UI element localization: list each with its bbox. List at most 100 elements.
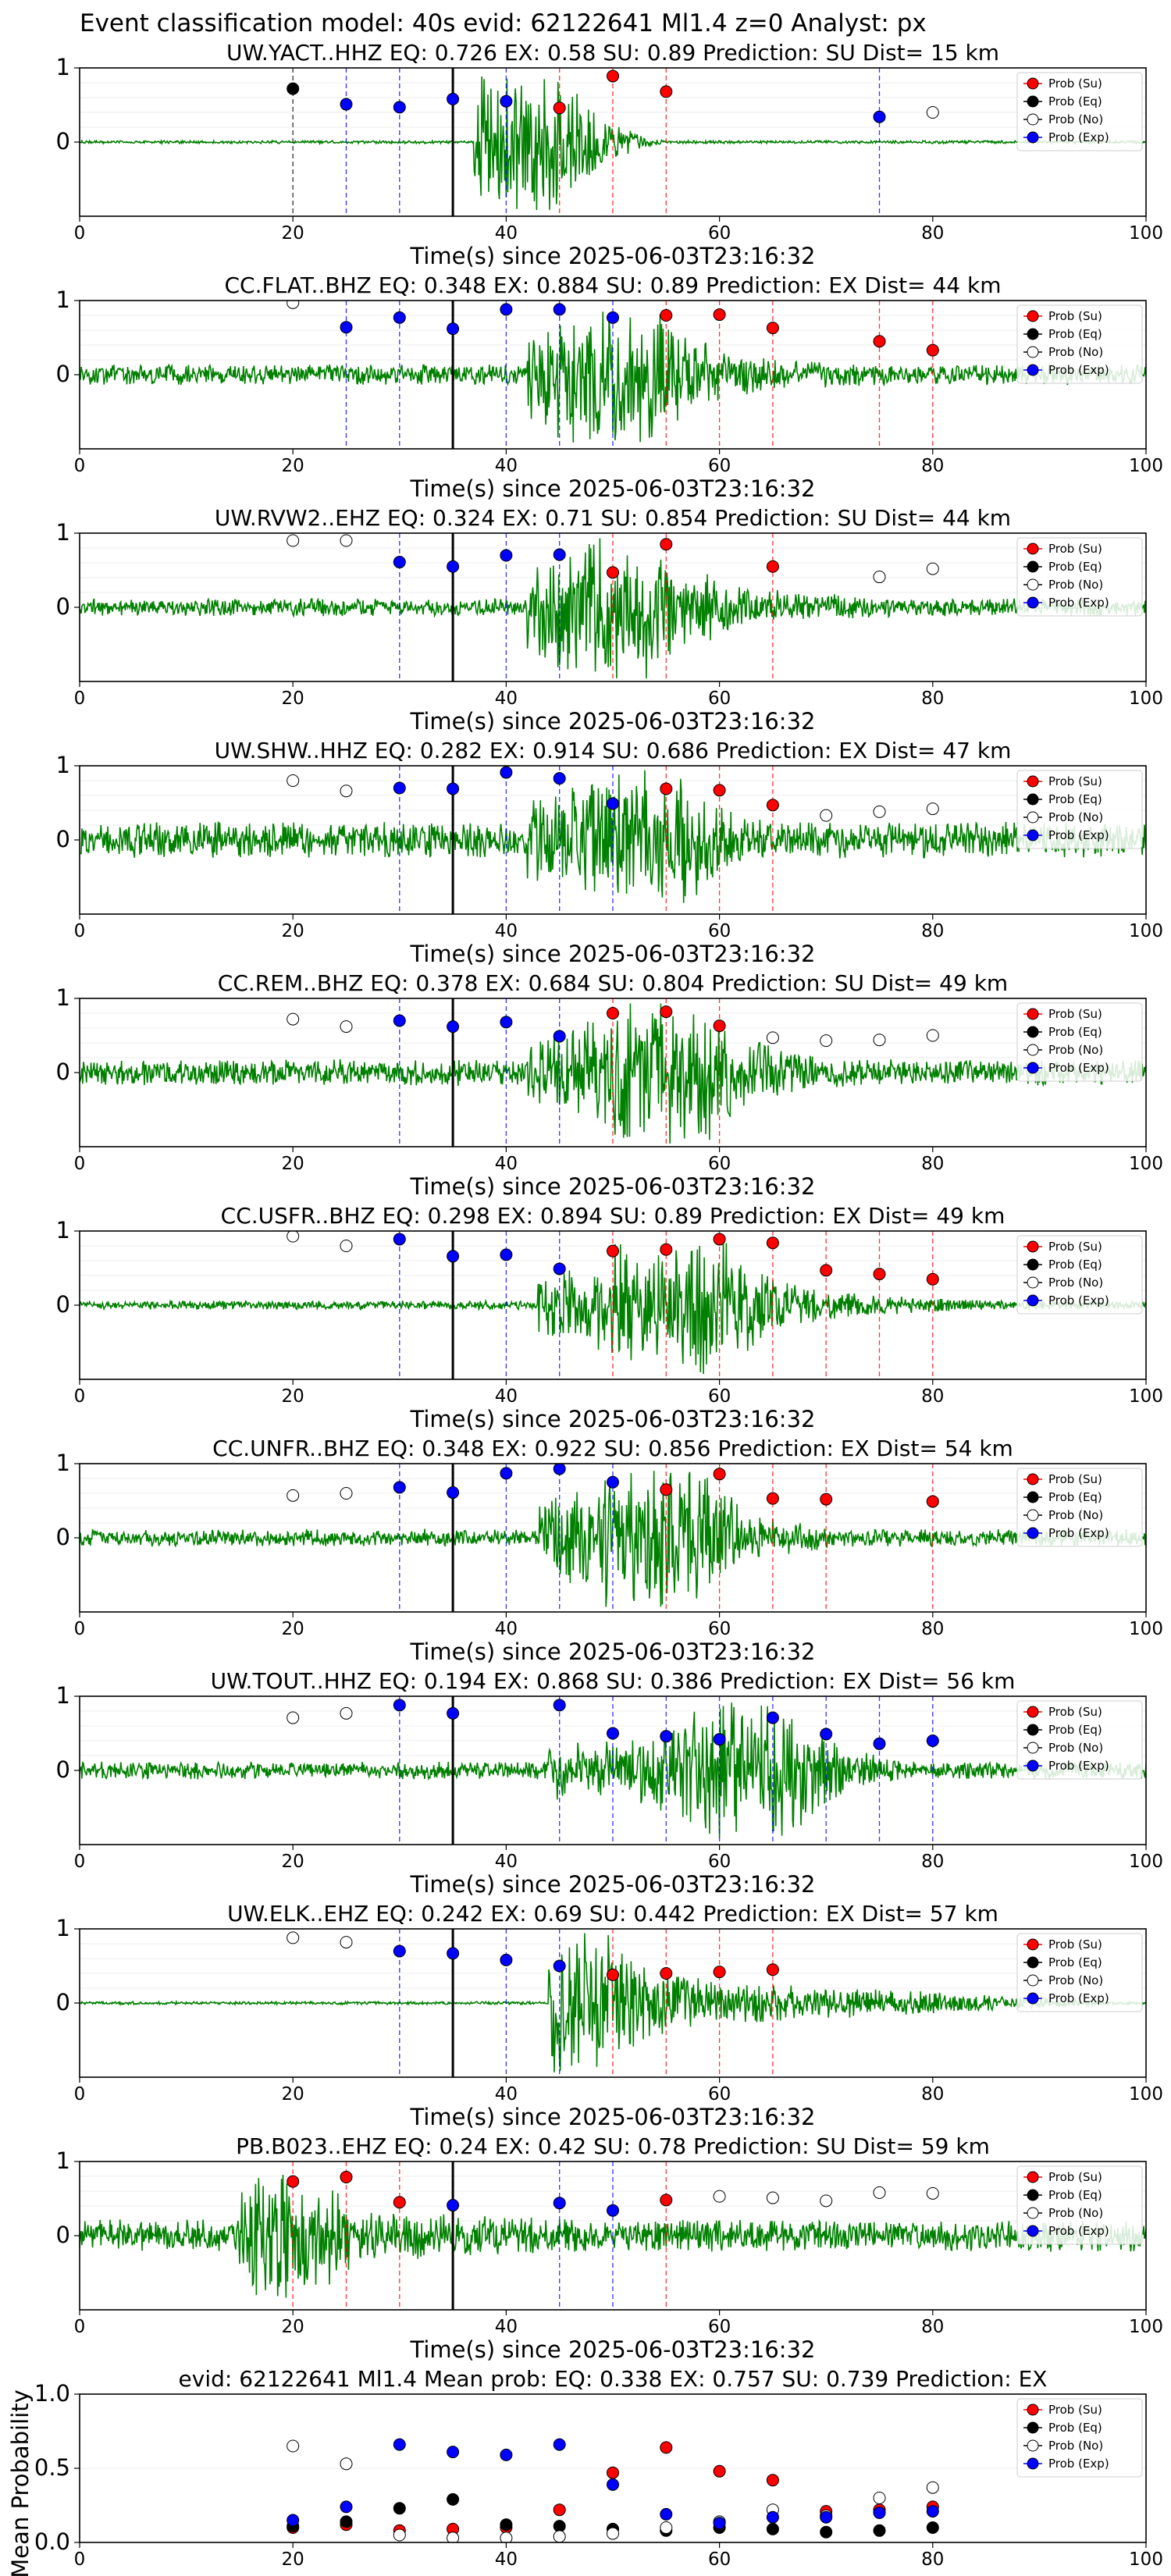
prob-point-su — [820, 1264, 833, 1277]
prob-point-exp — [500, 1016, 513, 1029]
legend-box — [1016, 1933, 1143, 2012]
prob-point-exp — [393, 311, 406, 324]
prob-point-exp — [500, 549, 513, 562]
legend-label-no: Prob (No) — [1048, 1973, 1103, 1987]
prob-point-exp — [447, 1706, 460, 1720]
y-tick-label: 1 — [56, 2147, 70, 2174]
subplot-title: CC.USFR..BHZ EQ: 0.298 EX: 0.894 SU: 0.8… — [221, 1203, 1005, 1229]
mean-point-su — [553, 2503, 566, 2517]
mean-point-no — [340, 2457, 353, 2471]
mean-point-eq — [766, 2522, 779, 2535]
y-axis-label: Mean Probability — [7, 2389, 34, 2576]
prob-point-su — [287, 2175, 300, 2188]
plot-area — [80, 1929, 1146, 2077]
x-tick-label: 60 — [708, 456, 731, 476]
prob-point-exp — [553, 1262, 566, 1276]
plot-area — [80, 2394, 1146, 2542]
legend-marker-exp — [1027, 364, 1039, 376]
prob-point-exp — [820, 1727, 833, 1741]
mean-point-eq — [340, 2515, 353, 2528]
x-tick-label: 80 — [921, 688, 944, 709]
subplot-uw-rvw2-ehz: UW.RVW2..EHZ EQ: 0.324 EX: 0.71 SU: 0.85… — [56, 505, 1163, 735]
y-tick-label: 1 — [56, 1682, 70, 1709]
prob-point-exp — [340, 321, 353, 334]
plot-area — [80, 533, 1146, 681]
legend-marker-no — [1027, 346, 1039, 358]
y-tick-label: 1 — [56, 984, 70, 1011]
legend-label-no: Prob (No) — [1048, 578, 1103, 592]
prob-point-su — [660, 1967, 673, 1980]
figure-title: Event classification model: 40s evid: 62… — [80, 9, 927, 37]
x-tick-label: 100 — [1129, 1619, 1163, 1639]
prob-point-no — [873, 571, 886, 584]
prob-point-exp — [500, 303, 513, 316]
x-tick-label: 0 — [74, 1852, 86, 1872]
prob-point-su — [766, 799, 779, 812]
legend-marker-exp — [1027, 131, 1039, 144]
x-tick-label: 20 — [282, 688, 304, 709]
prob-point-su — [660, 1243, 673, 1256]
legend-label-exp: Prob (Exp) — [1048, 2224, 1109, 2238]
plot-frame — [79, 300, 1147, 450]
x-tick-label: 0 — [74, 2549, 86, 2570]
mean-point-eq — [873, 2524, 886, 2537]
subplot-cc-usfr-bhz: CC.USFR..BHZ EQ: 0.298 EX: 0.894 SU: 0.8… — [56, 1203, 1163, 1432]
subplot-cc-rem-bhz: CC.REM..BHZ EQ: 0.378 EX: 0.684 SU: 0.80… — [56, 970, 1163, 1200]
prob-point-su — [926, 1495, 939, 1508]
prob-point-no — [926, 1029, 939, 1042]
legend-label-eq: Prob (Eq) — [1048, 1955, 1102, 1969]
waveform-trace — [80, 770, 1146, 903]
prob-point-su — [660, 85, 673, 98]
prob-point-no — [340, 1020, 353, 1034]
y-tick-label: 0 — [56, 128, 70, 155]
prob-point-su — [873, 1268, 886, 1281]
legend-label-no: Prob (No) — [1048, 1043, 1103, 1057]
legend-marker-eq — [1027, 328, 1039, 340]
x-tick-label: 40 — [495, 1154, 518, 1174]
plot-frame — [79, 765, 1147, 915]
x-tick-label: 80 — [921, 2549, 944, 2570]
x-tick-label: 40 — [495, 2317, 518, 2337]
legend-label-su: Prob (Su) — [1048, 76, 1102, 91]
legend-marker-no — [1027, 1974, 1039, 1987]
legend-marker-eq — [1027, 1491, 1039, 1503]
plot-frame — [79, 1695, 1147, 1845]
plot-area — [80, 998, 1146, 1147]
plot-frame — [79, 998, 1147, 1147]
x-tick-label: 100 — [1129, 688, 1163, 709]
legend-marker-eq — [1027, 1258, 1039, 1271]
legend-marker-eq — [1027, 2421, 1039, 2434]
prob-point-exp — [500, 766, 513, 779]
legend-label-eq: Prob (Eq) — [1048, 792, 1102, 806]
x-tick-label: 0 — [74, 688, 86, 709]
subplot-cc-unfr-bhz: CC.UNFR..BHZ EQ: 0.348 EX: 0.922 SU: 0.8… — [56, 1436, 1163, 1665]
mean-point-no — [553, 2530, 566, 2542]
mean-point-no — [926, 2481, 939, 2494]
x-tick-label: 80 — [921, 456, 944, 476]
prob-point-exp — [393, 1699, 406, 1712]
y-tick-label: 1.0 — [34, 2380, 70, 2407]
x-tick-label: 0 — [74, 1386, 86, 1407]
x-axis-label: Time(s) since 2025-06-03T23:16:32 — [410, 1406, 816, 1432]
legend-label-exp: Prob (Exp) — [1048, 1293, 1109, 1308]
y-tick-label: 0 — [56, 826, 70, 852]
legend-label-exp: Prob (Exp) — [1048, 596, 1109, 610]
legend-label-su: Prob (Su) — [1048, 309, 1102, 323]
legend-label-eq: Prob (Eq) — [1048, 327, 1102, 341]
prob-point-exp — [553, 2197, 566, 2210]
x-axis-label: Time(s) since 2025-06-03T23:16:32 — [410, 2104, 816, 2130]
legend-marker-no — [1027, 2439, 1039, 2452]
mean-point-eq — [820, 2525, 833, 2539]
x-tick-label: 40 — [495, 1386, 518, 1407]
x-tick-label: 0 — [74, 921, 86, 941]
plot-frame — [79, 2393, 1147, 2543]
legend-box — [1016, 72, 1143, 151]
prob-point-exp — [607, 1475, 619, 1489]
prob-point-su — [393, 2196, 406, 2209]
legend-marker-no — [1027, 2207, 1039, 2219]
mean-point-exp — [607, 2478, 619, 2491]
prob-point-exp — [447, 2199, 460, 2212]
legend-label-no: Prob (No) — [1048, 1276, 1103, 1290]
legend-marker-eq — [1027, 793, 1039, 806]
prob-point-su — [926, 1272, 939, 1286]
